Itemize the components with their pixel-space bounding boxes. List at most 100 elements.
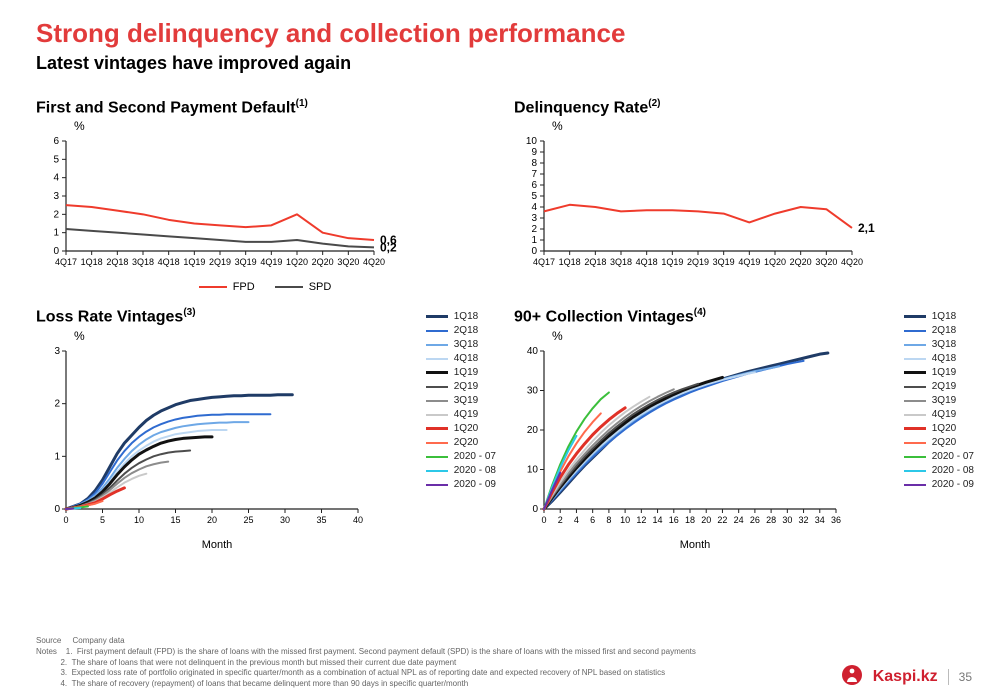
svg-text:24: 24 [734, 515, 744, 525]
svg-text:25: 25 [243, 515, 253, 525]
svg-text:2,1: 2,1 [858, 221, 875, 235]
chart-fpd-spd: First and Second Payment Default(1) % 01… [36, 98, 494, 293]
chart4-title: 90+ Collection Vintages(4) [514, 307, 876, 326]
svg-text:14: 14 [653, 515, 663, 525]
legend-label: 4Q19 [932, 409, 956, 420]
legend-label: 2020 - 07 [932, 451, 974, 462]
svg-text:8: 8 [606, 515, 611, 525]
legend-label: 3Q18 [454, 339, 478, 350]
chart4-legend: 1Q182Q183Q184Q181Q192Q193Q194Q191Q202Q20… [904, 311, 974, 493]
legend-label: 2Q19 [454, 381, 478, 392]
svg-text:4Q20: 4Q20 [363, 257, 385, 267]
legend-item: 1Q19 [904, 367, 974, 378]
legend-swatch [904, 484, 926, 486]
chart2-unit: % [552, 119, 972, 133]
legend-label: 2020 - 09 [932, 479, 974, 490]
svg-text:4Q20: 4Q20 [841, 257, 863, 267]
legend-item: 4Q19 [426, 409, 496, 420]
legend-item: 2020 - 09 [426, 479, 496, 490]
page-title: Strong delinquency and collection perfor… [36, 18, 972, 49]
legend-swatch [426, 358, 448, 360]
svg-text:10: 10 [527, 464, 539, 475]
svg-text:3Q18: 3Q18 [610, 257, 632, 267]
legend-item: 4Q18 [426, 353, 496, 364]
svg-text:20: 20 [701, 515, 711, 525]
legend-label: 1Q19 [932, 367, 956, 378]
legend-item: 3Q18 [426, 339, 496, 350]
charts-grid: First and Second Payment Default(1) % 01… [36, 98, 972, 551]
svg-text:34: 34 [815, 515, 825, 525]
svg-text:36: 36 [831, 515, 841, 525]
legend-item: 2020 - 07 [904, 451, 974, 462]
chart-loss-rate: Loss Rate Vintages(3) % 0123051015202530… [36, 307, 494, 550]
chart4-xlabel: Month [514, 539, 876, 551]
legend-label: 4Q18 [932, 353, 956, 364]
legend-item: 1Q19 [426, 367, 496, 378]
legend-swatch [426, 330, 448, 332]
legend-label: 2020 - 08 [932, 465, 974, 476]
legend-swatch [904, 400, 926, 402]
page-subtitle: Latest vintages have improved again [36, 53, 972, 74]
legend-label: 3Q19 [932, 395, 956, 406]
legend-label: 4Q18 [454, 353, 478, 364]
legend-swatch [426, 484, 448, 486]
svg-text:0: 0 [532, 504, 538, 515]
legend-item: 2020 - 07 [426, 451, 496, 462]
legend-swatch [426, 470, 448, 472]
legend-label: 2020 - 08 [454, 465, 496, 476]
legend-item: 3Q19 [426, 395, 496, 406]
svg-text:1Q20: 1Q20 [286, 257, 308, 267]
legend-item: 1Q20 [426, 423, 496, 434]
svg-text:10: 10 [526, 136, 538, 147]
legend-item: 2020 - 08 [904, 465, 974, 476]
chart3-title-text: Loss Rate Vintages [36, 309, 183, 326]
svg-text:12: 12 [636, 515, 646, 525]
svg-text:10: 10 [134, 515, 144, 525]
svg-text:10: 10 [620, 515, 630, 525]
svg-text:4Q17: 4Q17 [533, 257, 555, 267]
chart2-plot: 0123456789104Q171Q182Q183Q184Q181Q192Q19… [514, 135, 972, 275]
svg-text:4Q18: 4Q18 [158, 257, 180, 267]
svg-text:2: 2 [53, 210, 59, 221]
legend-item: 3Q19 [904, 395, 974, 406]
legend-label: 4Q19 [454, 409, 478, 420]
legend-label: FPD [233, 281, 255, 293]
svg-text:26: 26 [750, 515, 760, 525]
svg-text:22: 22 [717, 515, 727, 525]
legend-swatch [426, 371, 448, 374]
legend-item: 2020 - 09 [904, 479, 974, 490]
svg-text:0: 0 [531, 246, 537, 257]
svg-text:3: 3 [54, 346, 60, 357]
svg-text:4Q19: 4Q19 [738, 257, 760, 267]
legend-swatch [904, 330, 926, 332]
legend-swatch [426, 386, 448, 388]
chart3-xlabel: Month [36, 539, 398, 551]
brand-name: Kaspi.kz [873, 666, 938, 688]
svg-text:3Q19: 3Q19 [235, 257, 257, 267]
footer: Source Company data Notes 1. First payme… [36, 636, 972, 690]
legend-item: 4Q19 [904, 409, 974, 420]
legend-swatch [904, 371, 926, 374]
svg-text:1: 1 [54, 451, 60, 462]
legend-item: 1Q20 [904, 423, 974, 434]
legend-label: 2Q18 [932, 325, 956, 336]
legend-item: 4Q18 [904, 353, 974, 364]
legend-item: 1Q18 [904, 311, 974, 322]
chart1-title-text: First and Second Payment Default [36, 99, 296, 116]
chart4-unit: % [552, 329, 876, 343]
svg-text:18: 18 [685, 515, 695, 525]
legend-swatch [275, 286, 303, 288]
legend-label: 2020 - 09 [454, 479, 496, 490]
chart3-sup: (3) [183, 307, 195, 318]
svg-text:2Q19: 2Q19 [687, 257, 709, 267]
svg-text:0: 0 [63, 515, 68, 525]
svg-text:30: 30 [782, 515, 792, 525]
svg-text:1Q18: 1Q18 [81, 257, 103, 267]
chart3-unit: % [74, 329, 398, 343]
legend-label: 3Q19 [454, 395, 478, 406]
legend-label: 2020 - 07 [454, 451, 496, 462]
footnotes: Source Company data Notes 1. First payme… [36, 636, 796, 690]
svg-text:1: 1 [53, 228, 59, 239]
svg-text:4Q17: 4Q17 [55, 257, 77, 267]
page-number: 35 [948, 669, 972, 685]
